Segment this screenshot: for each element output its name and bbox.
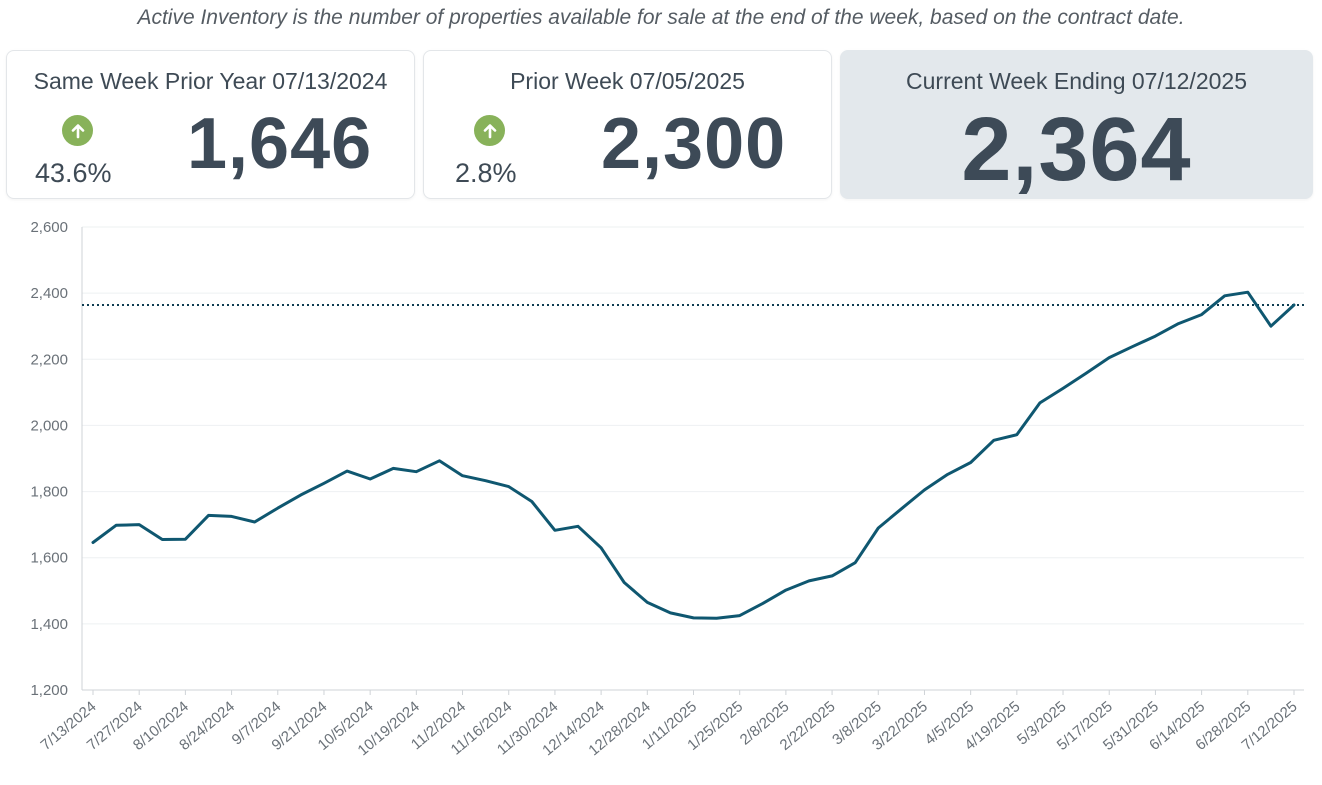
data-point [437,459,441,463]
data-point [484,479,488,483]
y-tick-label: 1,400 [30,616,68,633]
data-point [391,466,395,470]
data-point [1038,401,1042,405]
y-tick-label: 2,200 [30,351,68,368]
data-point [230,514,234,518]
data-point [368,477,372,481]
data-point [461,474,465,478]
data-point [876,526,880,530]
y-axis: 1,200 1,400 1,600 1,800 2,000 2,200 2,400 2,600 [30,219,68,699]
data-point [160,538,164,542]
prior-week-change: 2.8% [455,158,517,188]
y-tick-label: 1,200 [30,682,68,699]
data-point [969,460,973,464]
x-axis: 7/13/20247/27/20248/10/20248/24/20249/7/… [38,690,1301,759]
prior-week-title: Prior Week 07/05/2025 [510,68,745,94]
data-point [1130,345,1134,349]
data-point [1177,322,1181,326]
y-tick-label: 2,000 [30,417,68,434]
data-point [1246,290,1250,294]
series-points [91,290,1296,620]
data-point [761,601,765,605]
series-line [91,290,1296,620]
y-tick-label: 1,600 [30,550,68,567]
data-point [1269,324,1273,328]
data-point [576,524,580,528]
data-point [507,485,511,489]
data-point [899,507,903,511]
data-point [1107,356,1111,360]
data-point [137,523,141,527]
data-point [599,546,603,550]
data-point [645,600,649,604]
data-point [414,470,418,474]
data-point [738,614,742,618]
current-week-title: Current Week Ending 07/12/2025 [906,68,1247,94]
y-tick-label: 1,800 [30,484,68,501]
prior-year-card: Same Week Prior Year 07/13/2024 43.6% 1,… [6,50,415,199]
data-point [322,481,326,485]
data-point [1084,371,1088,375]
prior-year-title: Same Week Prior Year 07/13/2024 [33,68,388,94]
data-point [784,588,788,592]
data-point [553,528,557,532]
data-point [922,488,926,492]
inventory-line-chart: 1,200 1,400 1,600 1,800 2,000 2,200 2,400 2,600… [30,219,1304,759]
data-point [206,513,210,517]
up-arrow-icon [62,115,93,146]
chart-grid [82,226,1304,625]
data-point [345,469,349,473]
data-point [91,541,95,545]
data-point [946,472,950,476]
data-point [1223,294,1227,298]
data-point [530,499,534,503]
data-point [1153,334,1157,338]
prior-week-card: Prior Week 07/05/2025 2.8% 2,300 [423,50,832,199]
data-point [1292,303,1296,307]
data-point [276,506,280,510]
data-point [807,579,811,583]
data-point [1200,313,1204,317]
y-tick-label: 2,400 [30,285,68,302]
data-point [299,493,303,497]
chart-subtitle: Active Inventory is the number of proper… [137,6,1185,29]
data-point [1061,386,1065,390]
current-week-value: 2,364 [961,100,1192,200]
prior-year-change: 43.6% [35,158,112,188]
data-point [692,616,696,620]
prior-week-value: 2,300 [601,104,787,184]
data-point [992,438,996,442]
y-tick-label: 2,600 [30,219,68,236]
data-point [253,520,257,524]
prior-year-value: 1,646 [187,104,373,184]
data-point [830,574,834,578]
data-point [1015,433,1019,437]
data-point [114,523,118,527]
data-point [183,537,187,541]
data-point [853,561,857,565]
current-week-card: Current Week Ending 07/12/2025 2,364 [840,50,1313,200]
data-point [715,616,719,620]
up-arrow-icon [474,115,505,146]
data-point [622,581,626,585]
data-point [668,611,672,615]
